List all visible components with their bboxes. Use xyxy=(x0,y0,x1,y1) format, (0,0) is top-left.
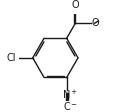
Text: O: O xyxy=(72,0,79,10)
Text: +: + xyxy=(70,89,76,95)
Text: C: C xyxy=(63,102,70,112)
Text: −: − xyxy=(70,102,76,108)
Text: O: O xyxy=(92,18,99,28)
Text: Cl: Cl xyxy=(7,53,16,63)
Text: N: N xyxy=(63,90,70,100)
